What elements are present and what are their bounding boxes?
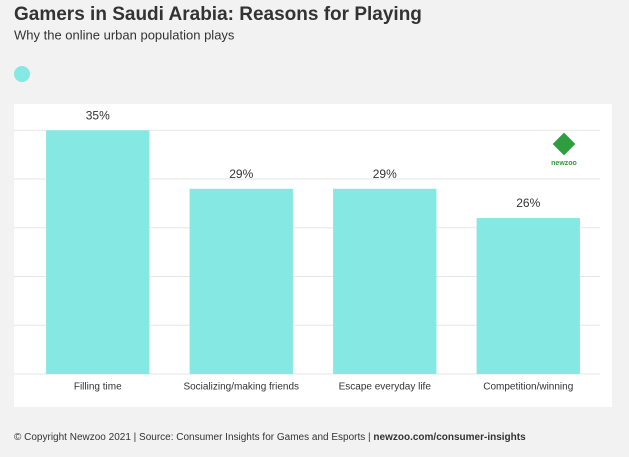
value-label: 26% — [516, 196, 540, 210]
value-label: 29% — [229, 167, 253, 181]
logo-text: newzoo — [551, 160, 577, 167]
chart-title: Gamers in Saudi Arabia: Reasons for Play… — [14, 4, 422, 25]
footer-link[interactable]: newzoo.com/consumer-insights — [373, 432, 526, 443]
bar — [46, 130, 150, 374]
x-tick-label: Socializing/making friends — [183, 382, 299, 393]
bar — [476, 218, 580, 374]
chart-subtitle: Why the online urban population plays — [14, 27, 235, 42]
x-tick-label: Escape everyday life — [339, 382, 432, 393]
value-label: 29% — [373, 167, 397, 181]
legend-marker — [14, 66, 30, 82]
x-tick-label: Filling time — [74, 382, 122, 393]
footer: © Copyright Newzoo 2021 | Source: Consum… — [14, 432, 526, 443]
bar — [333, 188, 437, 374]
x-tick-label: Competition/winning — [483, 382, 573, 393]
value-label: 35% — [86, 108, 110, 122]
bar — [189, 188, 293, 374]
footer-text: © Copyright Newzoo 2021 | Source: Consum… — [14, 432, 373, 443]
